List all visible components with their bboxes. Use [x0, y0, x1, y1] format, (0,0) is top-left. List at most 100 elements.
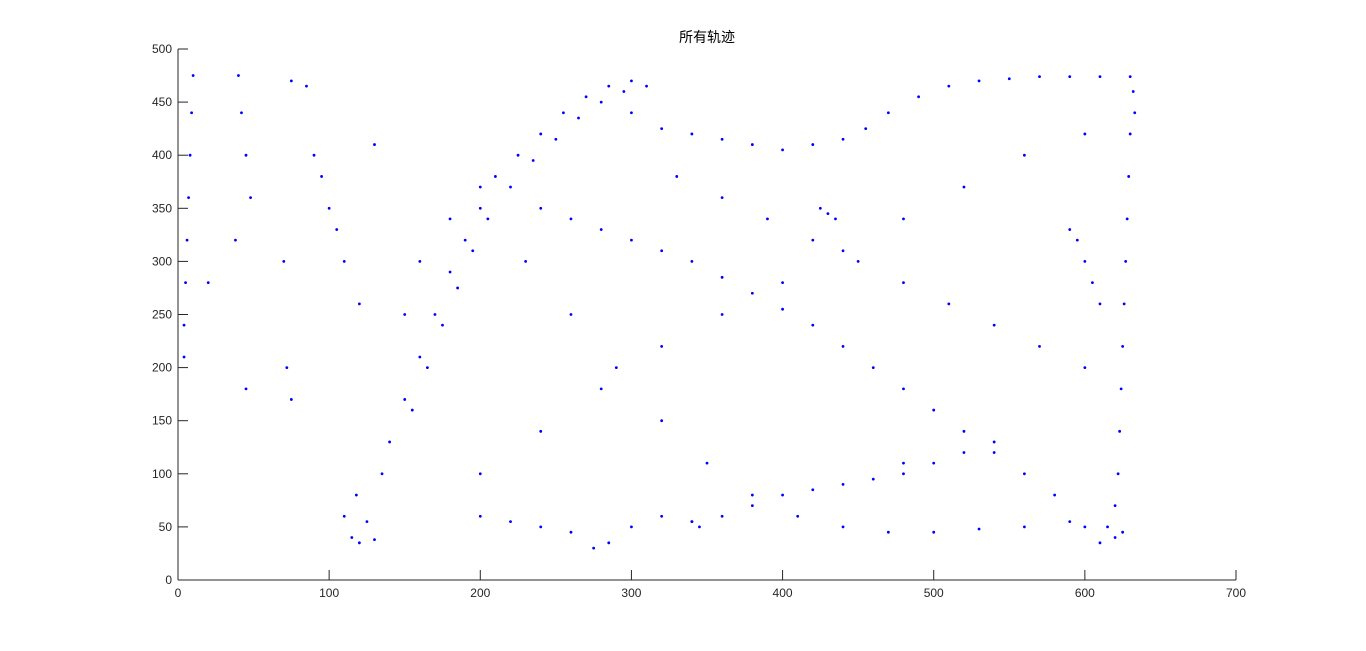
- data-point: [1113, 504, 1117, 508]
- data-point: [335, 228, 339, 231]
- data-point: [841, 483, 845, 486]
- x-tick-label: 500: [924, 586, 944, 600]
- data-point: [947, 302, 951, 306]
- x-tick-label: 400: [773, 586, 793, 600]
- data-point: [902, 461, 905, 465]
- data-point: [342, 260, 346, 263]
- data-point: [720, 514, 724, 518]
- data-point: [1023, 153, 1026, 157]
- data-point: [569, 313, 573, 316]
- x-ticks: 0 100 200 300 400 500 600 700: [175, 570, 1246, 600]
- chart-title: 所有轨迹: [679, 30, 735, 46]
- data-point: [690, 260, 694, 263]
- data-point: [766, 217, 769, 221]
- data-point: [478, 206, 482, 210]
- data-point: [1083, 366, 1087, 369]
- data-point: [834, 217, 837, 221]
- data-point: [1023, 525, 1026, 529]
- data-point: [357, 541, 361, 545]
- data-point: [478, 514, 482, 518]
- data-point: [289, 398, 293, 401]
- y-tick-label: 500: [152, 42, 172, 56]
- data-point: [592, 546, 596, 550]
- data-point: [342, 514, 346, 518]
- data-point: [660, 514, 664, 518]
- data-point: [1128, 75, 1132, 79]
- data-point: [1068, 75, 1072, 79]
- data-point: [516, 153, 520, 157]
- data-point: [1068, 520, 1072, 523]
- plot-area: [178, 49, 1236, 580]
- data-point: [539, 429, 543, 433]
- data-point: [182, 323, 186, 327]
- data-point: [864, 127, 868, 131]
- data-point: [185, 238, 189, 242]
- data-point: [354, 493, 358, 497]
- data-point: [425, 366, 429, 369]
- data-point: [720, 137, 724, 141]
- data-point: [357, 302, 361, 306]
- data-point: [410, 408, 414, 412]
- data-point: [1121, 344, 1125, 348]
- data-point: [607, 84, 611, 88]
- data-point: [562, 111, 565, 115]
- data-point: [992, 451, 996, 454]
- data-point: [509, 520, 512, 523]
- data-point: [305, 84, 308, 88]
- data-point: [1023, 472, 1026, 476]
- data-point: [418, 355, 422, 359]
- data-point: [191, 74, 195, 77]
- data-point: [614, 366, 618, 369]
- data-point: [796, 514, 800, 518]
- y-tick-label: 150: [152, 414, 172, 428]
- data-point: [841, 344, 845, 348]
- data-point: [811, 143, 815, 146]
- data-point: [645, 84, 648, 88]
- data-point: [698, 525, 701, 529]
- data-point: [886, 530, 890, 534]
- data-point: [289, 79, 293, 83]
- data-point: [660, 344, 664, 348]
- data-point: [1106, 525, 1109, 529]
- data-point: [403, 398, 407, 401]
- data-point: [577, 116, 580, 120]
- data-point: [781, 307, 784, 311]
- data-point: [902, 281, 905, 285]
- y-tick-label: 100: [152, 467, 172, 481]
- data-point: [418, 260, 422, 263]
- data-point: [947, 84, 951, 88]
- data-point: [750, 143, 754, 146]
- data-point: [992, 323, 996, 327]
- data-point: [690, 132, 694, 136]
- data-point: [1098, 541, 1102, 545]
- data-point: [750, 504, 754, 508]
- x-tick-label: 300: [621, 586, 641, 600]
- data-point: [320, 175, 323, 178]
- data-point: [463, 238, 467, 242]
- data-point: [1121, 530, 1125, 534]
- data-point: [660, 419, 664, 423]
- data-point: [660, 249, 664, 253]
- data-point: [781, 493, 784, 497]
- data-point: [249, 196, 252, 200]
- data-point: [660, 127, 664, 131]
- data-point: [1053, 493, 1057, 497]
- data-point: [841, 525, 845, 529]
- data-point: [781, 148, 784, 152]
- data-point: [240, 111, 243, 115]
- y-tick-label: 400: [152, 148, 172, 162]
- data-point: [1127, 175, 1131, 178]
- data-point: [1083, 260, 1087, 263]
- data-point: [841, 249, 845, 253]
- data-point: [607, 541, 611, 545]
- data-point: [962, 451, 966, 454]
- data-point: [1038, 75, 1041, 79]
- data-point: [441, 323, 444, 327]
- y-tick-label: 50: [159, 520, 173, 534]
- data-point: [1128, 132, 1132, 136]
- data-point: [1122, 302, 1126, 306]
- data-point: [690, 520, 694, 523]
- data-point: [206, 281, 210, 285]
- data-point: [992, 440, 996, 444]
- y-ticks: 0 50 100 150 200 250 300 350 400 450 500: [152, 42, 188, 587]
